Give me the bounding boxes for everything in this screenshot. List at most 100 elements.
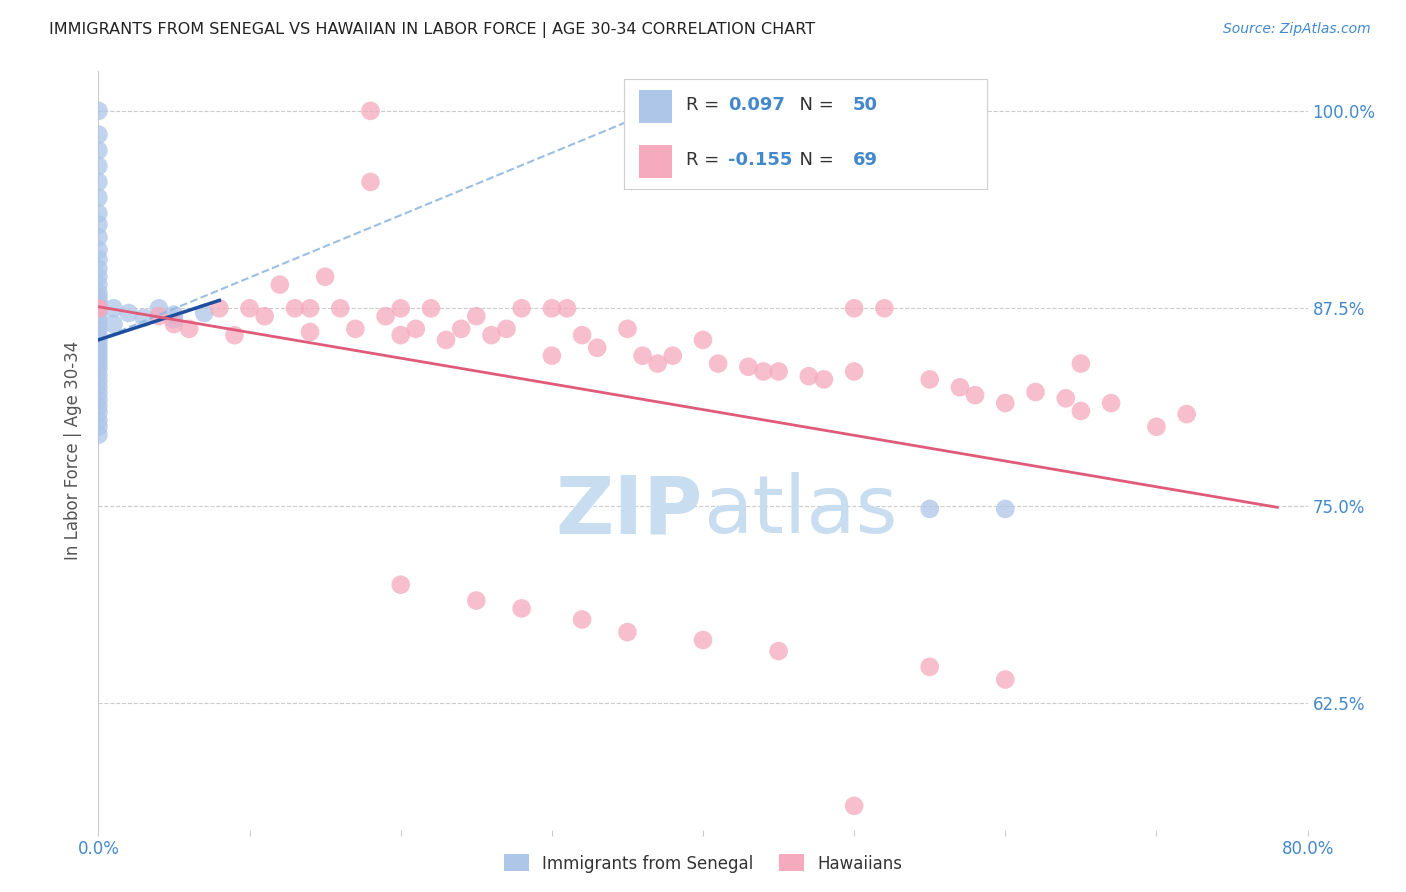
Point bbox=[179, 322, 201, 336]
Point bbox=[465, 593, 488, 607]
Text: IMMIGRANTS FROM SENEGAL VS HAWAIIAN IN LABOR FORCE | AGE 30-34 CORRELATION CHART: IMMIGRANTS FROM SENEGAL VS HAWAIIAN IN L… bbox=[49, 22, 815, 38]
Point bbox=[510, 601, 533, 615]
Point bbox=[132, 310, 155, 325]
Point bbox=[87, 368, 110, 382]
Point bbox=[1175, 407, 1198, 421]
Point bbox=[918, 660, 941, 674]
Point bbox=[239, 301, 262, 316]
Point bbox=[465, 309, 488, 323]
Point bbox=[1054, 392, 1077, 406]
Point bbox=[87, 295, 110, 310]
Point bbox=[87, 380, 110, 394]
Text: Source: ZipAtlas.com: Source: ZipAtlas.com bbox=[1223, 22, 1371, 37]
Point bbox=[737, 359, 759, 374]
Point bbox=[329, 301, 352, 316]
Point bbox=[87, 128, 110, 142]
Text: atlas: atlas bbox=[703, 472, 897, 550]
Point bbox=[193, 306, 215, 320]
Point bbox=[510, 301, 533, 316]
Point bbox=[389, 301, 412, 316]
Point bbox=[813, 372, 835, 386]
Point bbox=[148, 309, 170, 323]
Point bbox=[87, 304, 110, 318]
Point bbox=[87, 290, 110, 304]
Point bbox=[434, 333, 457, 347]
Point bbox=[87, 351, 110, 366]
Point bbox=[269, 277, 291, 292]
Point bbox=[87, 413, 110, 427]
Point bbox=[224, 328, 246, 343]
Point bbox=[87, 191, 110, 205]
Point bbox=[949, 380, 972, 394]
Point bbox=[994, 396, 1017, 410]
Point bbox=[299, 325, 322, 339]
Point bbox=[918, 502, 941, 516]
Point bbox=[87, 347, 110, 361]
Point bbox=[87, 427, 110, 442]
Point bbox=[87, 301, 110, 316]
Point bbox=[87, 300, 110, 314]
Point bbox=[420, 301, 443, 316]
Point bbox=[87, 218, 110, 232]
Point bbox=[87, 399, 110, 413]
Point bbox=[87, 261, 110, 276]
Text: ZIP: ZIP bbox=[555, 472, 703, 550]
Point bbox=[405, 322, 427, 336]
Point bbox=[87, 343, 110, 357]
Point bbox=[87, 357, 110, 371]
Point bbox=[87, 337, 110, 351]
Point bbox=[87, 374, 110, 388]
Point bbox=[87, 322, 110, 336]
Point bbox=[87, 419, 110, 434]
Point bbox=[873, 301, 896, 316]
Point bbox=[148, 301, 170, 316]
Point bbox=[965, 388, 987, 402]
Point bbox=[707, 357, 730, 371]
Point bbox=[555, 301, 578, 316]
Point bbox=[87, 230, 110, 244]
Y-axis label: In Labor Force | Age 30-34: In Labor Force | Age 30-34 bbox=[65, 341, 83, 560]
Legend: Immigrants from Senegal, Hawaiians: Immigrants from Senegal, Hawaiians bbox=[498, 847, 908, 880]
Point bbox=[87, 243, 110, 257]
Point bbox=[797, 369, 820, 384]
Point bbox=[87, 277, 110, 292]
Point bbox=[481, 328, 503, 343]
Point bbox=[208, 301, 231, 316]
Point bbox=[314, 269, 336, 284]
Point bbox=[87, 333, 110, 347]
Point bbox=[692, 632, 714, 647]
Point bbox=[844, 798, 866, 813]
Point bbox=[87, 392, 110, 407]
Point bbox=[844, 364, 866, 378]
Point bbox=[87, 252, 110, 267]
Point bbox=[616, 625, 638, 640]
Point bbox=[918, 372, 941, 386]
Point bbox=[87, 361, 110, 376]
Point bbox=[768, 644, 790, 658]
Point bbox=[1070, 357, 1092, 371]
Point bbox=[87, 301, 110, 316]
Point bbox=[163, 317, 186, 331]
Point bbox=[389, 328, 412, 343]
Point bbox=[299, 301, 322, 316]
Point bbox=[994, 673, 1017, 687]
Point bbox=[631, 349, 654, 363]
Point bbox=[1070, 404, 1092, 418]
Point bbox=[647, 357, 669, 371]
Point bbox=[495, 322, 517, 336]
Point bbox=[571, 328, 593, 343]
Point bbox=[389, 578, 412, 592]
Point bbox=[360, 103, 382, 118]
Point bbox=[344, 322, 367, 336]
Point bbox=[540, 349, 562, 363]
Point bbox=[450, 322, 472, 336]
Point bbox=[87, 309, 110, 323]
Point bbox=[163, 308, 186, 322]
Point bbox=[844, 301, 866, 316]
Point bbox=[994, 502, 1017, 516]
Point bbox=[284, 301, 307, 316]
Point bbox=[1099, 396, 1122, 410]
Point bbox=[87, 269, 110, 284]
Point bbox=[586, 341, 609, 355]
Point bbox=[87, 405, 110, 419]
